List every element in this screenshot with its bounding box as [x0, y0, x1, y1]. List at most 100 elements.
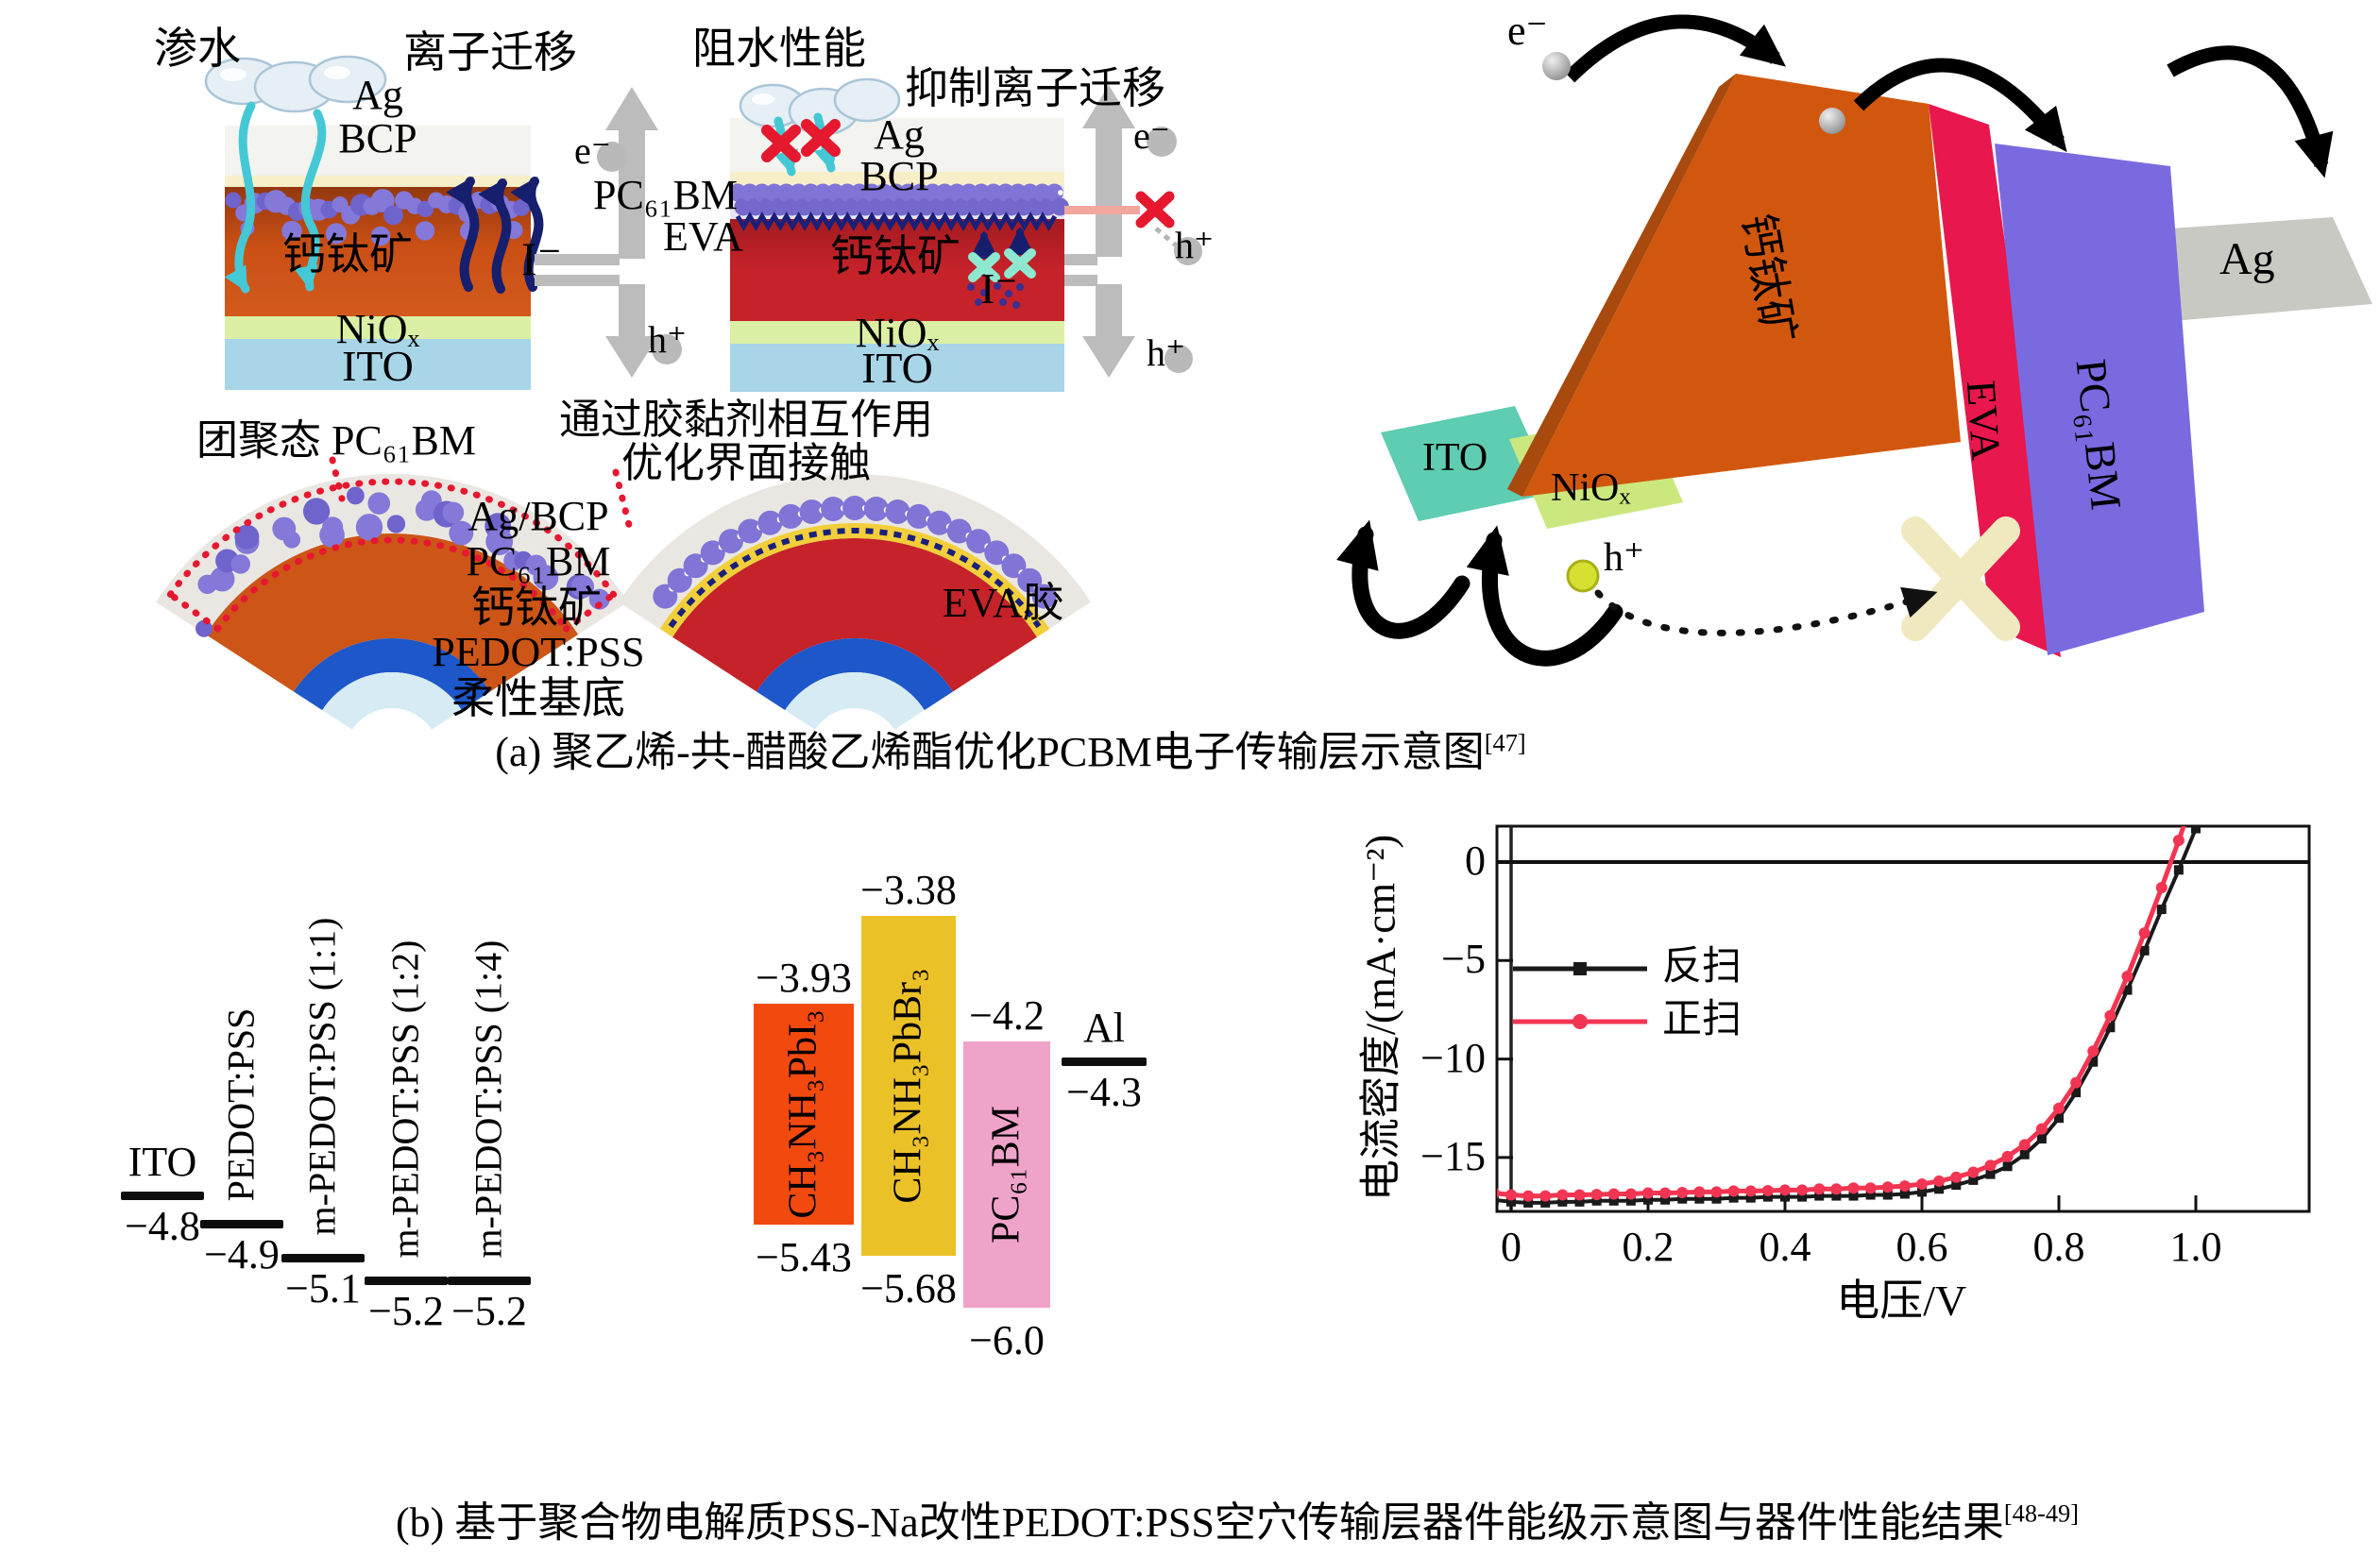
- label-suppress-ion: 抑制离子迁移: [905, 64, 1165, 112]
- energy-level-label: m-PEDOT:PSS (1:1): [300, 917, 344, 1235]
- right-external-circuit: [1064, 85, 1202, 378]
- label-iodide: I⁻: [521, 232, 563, 285]
- label-niox: NiOₓ: [1551, 466, 1631, 510]
- hole-flow-arrows-icon: [1336, 519, 1624, 667]
- caption-a-ref: [47]: [1484, 728, 1526, 757]
- label-eva-glue: EVA胶: [943, 580, 1064, 626]
- energy-level-label: m-PEDOT:PSS (1:4): [467, 939, 510, 1258]
- label-niox: NiOₓ: [335, 306, 420, 352]
- energy-level-line: [121, 1192, 204, 1200]
- block-x-icon: [1135, 191, 1175, 228]
- label-ito: ITO: [1422, 436, 1488, 480]
- pcbm-slab: [1995, 144, 2204, 655]
- left-external-circuit: [535, 87, 682, 378]
- energy-level-line: [365, 1277, 448, 1285]
- suppressed-ion-icon: [967, 227, 1036, 309]
- energy-level-label: PEDOT:PSS: [219, 1007, 263, 1201]
- label-perovskite: 钙钛矿: [830, 232, 960, 280]
- label-ito: ITO: [861, 344, 933, 392]
- energy-bar-label: CH₃NH₃PbBr₃: [886, 968, 930, 1204]
- electron-hop-arrows-icon: [1564, 14, 2334, 178]
- ag-plate: [2130, 217, 2372, 321]
- eva-slab: [1929, 104, 2061, 657]
- caption-b-text: (b) 基于聚合物电解质PSS-Na改性PEDOT:PSS空穴传输层器件能级示意…: [395, 1499, 2004, 1546]
- y-tick-label: −15: [1420, 1132, 1486, 1179]
- note-adhesive-line1: 通过胶黏剂相互作用: [559, 397, 933, 443]
- fan-stack-label: 钙钛矿: [471, 584, 602, 632]
- label-aggregated-pcbm: 团聚态 PC₆₁BM: [196, 417, 476, 464]
- label-bcp: BCP: [859, 153, 939, 199]
- flexible-device-aggregated: [156, 474, 628, 730]
- label-iodide: I⁻: [980, 264, 1018, 313]
- jv-curve-反扫: [1497, 826, 2200, 1205]
- energy-bar-bottom-value: −5.43: [756, 1234, 852, 1280]
- schematic-3d: [1336, 14, 2372, 667]
- flexible-device-optimized: [619, 474, 1091, 730]
- energy-level-line: [200, 1220, 283, 1228]
- x-tick-label: 0.4: [1759, 1224, 1811, 1270]
- energy-bar-top-value: −3.93: [756, 955, 852, 1001]
- energy-level-line: [448, 1277, 531, 1285]
- energy-level-value: −5.1: [285, 1265, 361, 1312]
- caption-b-ref: [48-49]: [2003, 1498, 2080, 1528]
- x-axis-title: 电压/V: [1836, 1277, 1967, 1325]
- blocked-hole-path-icon: [1594, 586, 1938, 636]
- electron-ball-icon: [1147, 127, 1177, 157]
- label-pcbm-mid: PC₆₁BM: [593, 172, 738, 218]
- label-hole: h⁺: [1175, 224, 1215, 266]
- energy-bar-label: PC₆₁BM: [984, 1105, 1028, 1244]
- label-perovskite: 钙钛矿: [282, 230, 413, 279]
- caption-panel-b: (b) 基于聚合物电解质PSS-Na改性PEDOT:PSS空穴传输层器件能级示意…: [340, 1499, 2134, 1546]
- energy-level-bar: [754, 1004, 854, 1225]
- electron-sphere-icon: [1542, 52, 1571, 80]
- energy-level-bar: [963, 1041, 1050, 1308]
- perovskite-slab: [1522, 74, 1961, 497]
- label-eva-mid: EVA: [663, 213, 743, 260]
- label-ion-migration: 离子迁移: [403, 28, 577, 76]
- fan-stack-label: PC₆₁BM: [466, 538, 611, 584]
- water-droplets-icon: [204, 55, 387, 113]
- hole-sphere-icon: [1566, 559, 1600, 593]
- fan-stack-label: PEDOT:PSS: [432, 629, 645, 675]
- energy-level-bar: [861, 916, 956, 1256]
- y-tick-label: −10: [1420, 1034, 1486, 1081]
- label-bcp: BCP: [338, 115, 417, 161]
- label-ag: Ag: [874, 111, 925, 158]
- energy-bar-bottom-value: −5.68: [860, 1265, 957, 1312]
- label-eva: EVA: [1957, 379, 2010, 462]
- y-tick-label: 0: [1465, 838, 1486, 884]
- left-device: [204, 55, 544, 390]
- water-ingress-arrows-icon: [224, 101, 327, 294]
- y-tick-label: −5: [1441, 936, 1486, 983]
- energy-level-value: −5.2: [451, 1288, 527, 1334]
- energy-level-line: [281, 1254, 365, 1262]
- hole-ball-icon: [1174, 237, 1202, 265]
- label-ag: Ag: [352, 72, 403, 118]
- hole-ball-icon: [652, 334, 682, 364]
- blocked-path-line: [1064, 206, 1140, 214]
- energy-level-label: ITO: [128, 1139, 197, 1185]
- label-niox: NiOₓ: [855, 310, 940, 356]
- ion-migration-arrows-icon: [446, 177, 544, 294]
- y-axis-title: 电流密度/(mA·cm⁻²): [1357, 834, 1404, 1202]
- energy-bar-top-value: −4.2: [969, 992, 1045, 1039]
- x-tick-label: 1.0: [2169, 1224, 2222, 1270]
- block-x-icons: [761, 119, 841, 162]
- label-electron: e⁻: [1507, 8, 1548, 54]
- eva-interface-zigzag-icon: [735, 212, 1058, 231]
- energy-level-value: −4.9: [204, 1231, 280, 1278]
- label-ag: Ag: [2219, 234, 2275, 284]
- legend-entry: 正扫: [1662, 998, 1742, 1041]
- label-hole: h⁺: [648, 318, 688, 361]
- caption-a-text: (a) 聚乙烯-共-醋酸乙烯酯优化PCBM电子传输层示意图: [495, 729, 1485, 775]
- label-ito: ITO: [342, 342, 414, 390]
- note-adhesive-line2: 优化界面接触: [621, 440, 871, 486]
- energy-level-value: −4.3: [1066, 1069, 1142, 1115]
- ito-plate: [1381, 406, 1555, 521]
- hole-ball-icon: [1164, 345, 1193, 373]
- fan-stack-label: Ag/BCP: [468, 493, 609, 539]
- caption-panel-a: (a) 聚乙烯-共-醋酸乙烯酯优化PCBM电子传输层示意图[47]: [397, 729, 1624, 775]
- x-tick-label: 0: [1501, 1224, 1522, 1270]
- electron-ball-icon: [597, 142, 627, 172]
